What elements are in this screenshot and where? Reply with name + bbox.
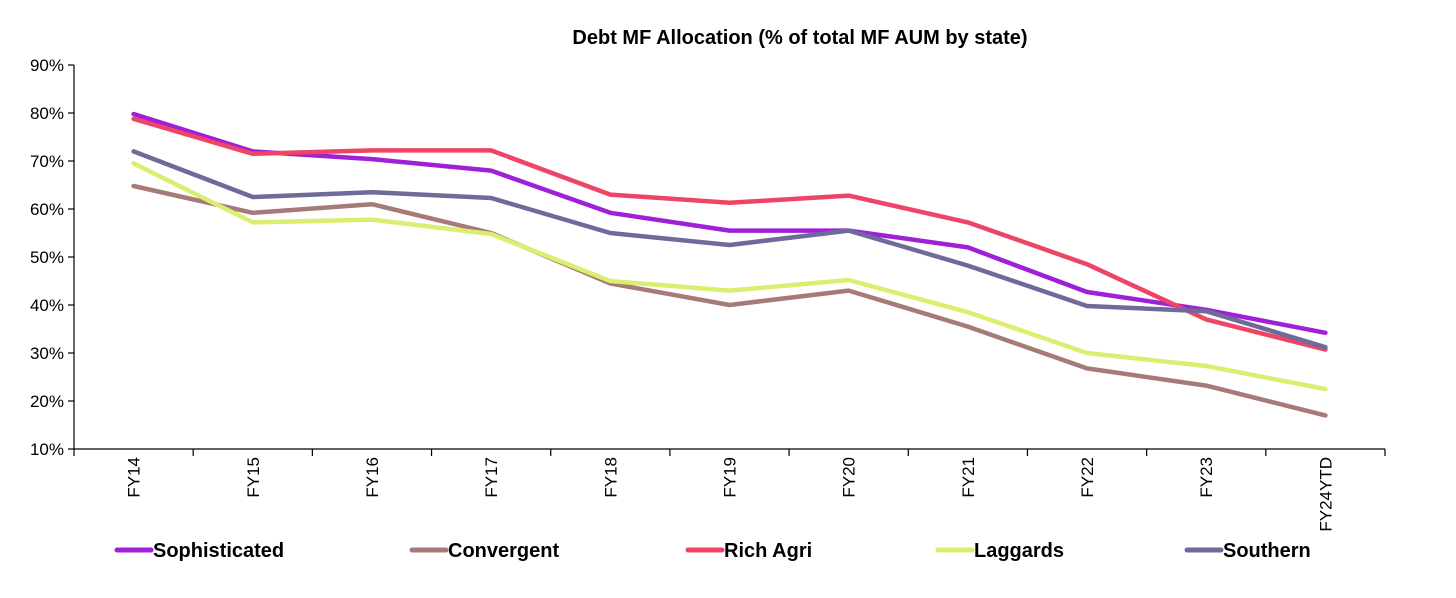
series-line-southern xyxy=(131,149,1328,350)
x-tick-label: FY16 xyxy=(363,457,382,498)
legend-label: Southern xyxy=(1223,540,1311,562)
series-line-laggards xyxy=(131,161,1328,392)
legend-item-southern: Southern xyxy=(1184,540,1311,562)
x-tick-label: FY21 xyxy=(959,457,978,498)
x-axis: FY14 FY15 FY16 FY17 FY18 FY19 FY20 FY21 FY22 FY23… xyxy=(73,448,1386,532)
y-tick-label: 40% xyxy=(30,296,64,315)
x-tick-label: FY18 xyxy=(601,457,620,498)
x-tick-label: FY24YTD xyxy=(1316,457,1335,532)
y-tick-label: 60% xyxy=(30,200,64,219)
legend-label: Laggards xyxy=(974,540,1064,562)
x-tick-label: FY20 xyxy=(840,457,859,498)
y-tick-label: 10% xyxy=(30,440,64,459)
y-tick-label: 70% xyxy=(30,152,64,171)
x-tick-label: FY19 xyxy=(721,457,740,498)
y-tick-label: 30% xyxy=(30,344,64,363)
legend-label: Rich Agri xyxy=(724,540,812,562)
legend-label: Sophisticated xyxy=(153,540,284,562)
legend-item-sophisticated: Sophisticated xyxy=(114,540,284,562)
chart-title: Debt MF Allocation (% of total MF AUM by… xyxy=(572,27,1027,49)
y-tick-label: 90% xyxy=(30,56,64,75)
x-tick-label: FY15 xyxy=(244,457,263,498)
legend: Sophisticated Convergent Rich Agri Laggards… xyxy=(114,540,1311,562)
y-tick-label: 20% xyxy=(30,392,64,411)
series-lines xyxy=(131,111,1328,418)
x-tick-label: FY14 xyxy=(125,457,144,498)
legend-item-laggards: Laggards xyxy=(935,540,1064,562)
y-axis: 10% 20% 30% 40% 50% 60% 70% 80% 90% xyxy=(30,56,75,459)
y-tick-label: 80% xyxy=(30,104,64,123)
x-tick-label: FY23 xyxy=(1197,457,1216,498)
series-line-sophisticated xyxy=(131,111,1328,336)
legend-item-convergent: Convergent xyxy=(409,540,559,562)
x-tick-label: FY22 xyxy=(1078,457,1097,498)
x-tick-label: FY17 xyxy=(482,457,501,498)
legend-item-rich-agri: Rich Agri xyxy=(685,540,812,562)
series-line-rich-agri xyxy=(131,116,1328,352)
series-line-convergent xyxy=(131,183,1328,418)
y-tick-label: 50% xyxy=(30,248,64,267)
legend-label: Convergent xyxy=(448,540,559,562)
